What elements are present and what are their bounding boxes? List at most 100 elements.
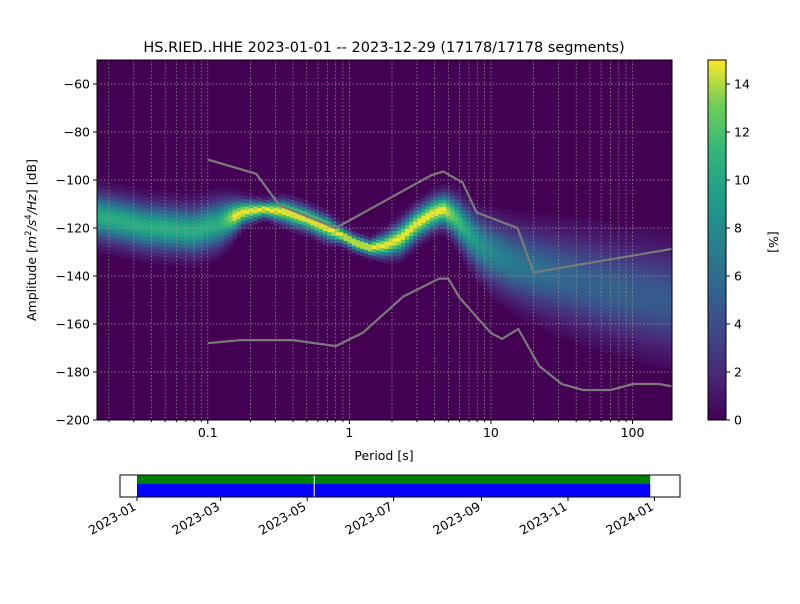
heatmap-cell (138, 232, 143, 237)
heatmap-cell (265, 210, 271, 215)
heatmap-cell (532, 301, 538, 306)
heatmap-cell (589, 247, 595, 252)
heatmap-cell (626, 252, 632, 257)
heatmap-cell (536, 314, 542, 320)
heatmap-cell (154, 245, 160, 250)
heatmap-cell (236, 232, 242, 237)
heatmap-cell (240, 212, 246, 217)
heatmap-cell (532, 298, 538, 303)
heatmap-cell (240, 216, 246, 221)
heatmap-cell (162, 217, 168, 222)
heatmap-cell (528, 234, 533, 239)
heatmap-cell (540, 299, 546, 304)
heatmap-cell (614, 322, 620, 327)
heatmap-cell (577, 325, 583, 330)
heatmap-cell (121, 235, 127, 240)
heatmap-cell (261, 201, 266, 207)
heatmap-cell (450, 195, 455, 200)
heatmap-cell (101, 202, 106, 207)
heatmap-cell (598, 242, 603, 247)
heatmap-cell (639, 239, 644, 245)
colorbar-tick-label: 10 (734, 173, 750, 188)
heatmap-cell (310, 206, 316, 211)
heatmap-cell (589, 330, 595, 335)
heatmap-cell (405, 242, 410, 247)
heatmap-cell (614, 282, 620, 287)
heatmap-cell (536, 293, 542, 298)
heatmap-cell (614, 340, 620, 345)
heatmap-cell (133, 209, 139, 214)
heatmap-cell (643, 281, 648, 286)
heatmap-cell (290, 220, 295, 225)
heatmap-cell (195, 193, 201, 198)
heatmap-cell (561, 328, 566, 333)
heatmap-cell (368, 250, 373, 256)
heatmap-cell (392, 230, 398, 235)
heatmap-cell (598, 321, 603, 326)
heatmap-cell (528, 230, 533, 235)
x-tick-label: 10 (483, 425, 499, 440)
heatmap-cell (635, 245, 640, 250)
heatmap-cell (630, 340, 636, 345)
heatmap-cell (281, 199, 287, 205)
heatmap-cell (142, 225, 147, 230)
heatmap-cell (392, 226, 398, 231)
heatmap-cell (528, 306, 533, 311)
heatmap-cell (540, 241, 546, 246)
heatmap-cell (602, 329, 607, 335)
heatmap-cell (359, 244, 365, 249)
heatmap-cell (220, 204, 225, 209)
heatmap-cell (557, 240, 562, 245)
heatmap-cell (561, 296, 566, 301)
heatmap-cell (667, 270, 672, 276)
heatmap-cell (610, 296, 616, 301)
heatmap-cell (183, 211, 188, 216)
heatmap-cell (552, 302, 558, 307)
heatmap-cell (150, 230, 156, 235)
heatmap-cell (598, 285, 603, 290)
heatmap-cell (626, 234, 632, 239)
heatmap-cell (528, 277, 533, 282)
heatmap-cell (577, 282, 583, 287)
heatmap-cell (257, 196, 262, 201)
heatmap-cell (125, 225, 131, 230)
heatmap-cell (437, 224, 443, 229)
heatmap-cell (651, 296, 657, 302)
heatmap-cell (343, 222, 349, 227)
heatmap-cell (507, 299, 513, 304)
heatmap-cell (499, 217, 505, 222)
heatmap-cell (630, 293, 636, 298)
heatmap-cell (626, 266, 632, 271)
heatmap-cell (474, 238, 480, 243)
heatmap-cell (635, 292, 640, 297)
heatmap-cell (405, 249, 410, 255)
heatmap-cell (663, 352, 669, 358)
ppsd-plot: 0.1 1 10 100 −60−80−100−120−140−160−180−200… (24, 59, 673, 463)
heatmap-cell (474, 234, 480, 239)
heatmap-cell (659, 359, 665, 364)
heatmap-cell (195, 247, 201, 252)
heatmap-cell (499, 246, 505, 251)
heatmap-cell (503, 263, 509, 269)
heatmap-cell (507, 209, 513, 214)
heatmap-cell (199, 213, 205, 218)
heatmap-cell (618, 266, 624, 271)
heatmap-cell (220, 215, 225, 220)
heatmap-cell (195, 200, 201, 205)
heatmap-cell (659, 244, 665, 249)
heatmap-cell (187, 219, 193, 224)
heatmap-cell (557, 323, 562, 328)
heatmap-cell (598, 282, 603, 287)
heatmap-cell (561, 314, 566, 319)
heatmap-cell (458, 213, 464, 218)
heatmap-cell (651, 361, 657, 366)
heatmap-cell (101, 217, 106, 222)
heatmap-cell (635, 238, 640, 243)
heatmap-cell (236, 214, 242, 219)
heatmap-cell (158, 245, 164, 250)
heatmap-cell (142, 189, 147, 194)
heatmap-cell (635, 338, 640, 343)
heatmap-cell (109, 197, 115, 202)
heatmap-cell (536, 239, 542, 244)
heatmap-cell (552, 252, 558, 257)
